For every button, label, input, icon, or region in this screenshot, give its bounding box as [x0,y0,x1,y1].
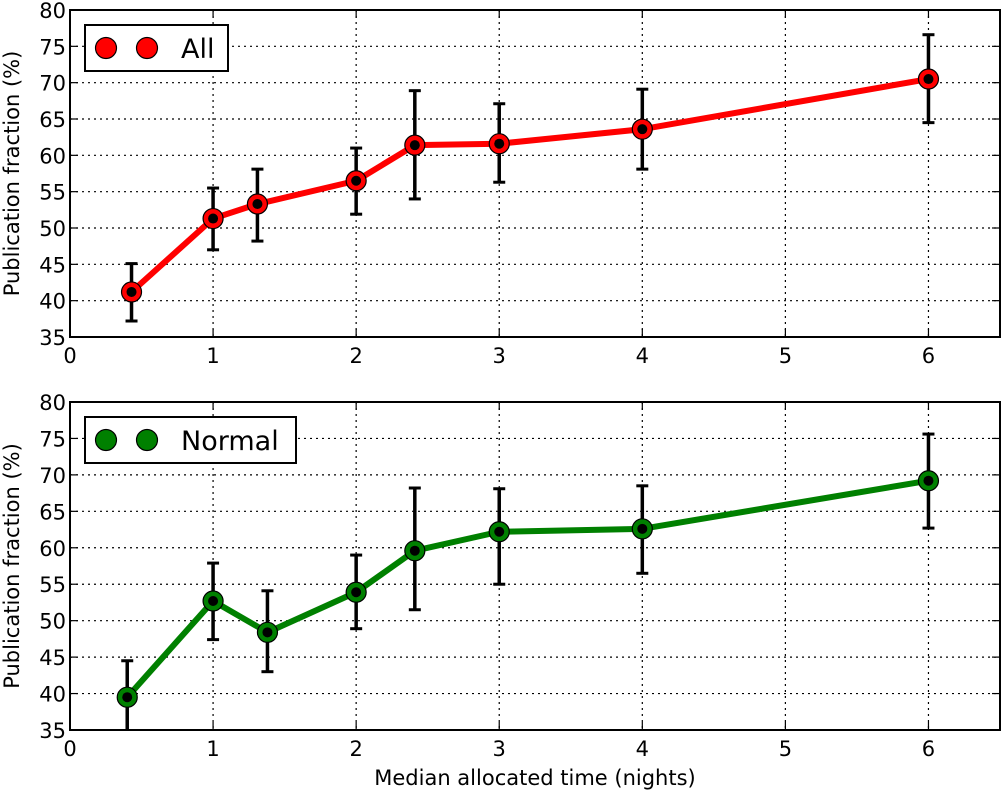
y-tick-label: 40 [39,683,66,707]
y-tick-label: 65 [39,108,66,132]
y-tick-label: 60 [39,144,66,168]
x-axis-label: Median allocated time (nights) [374,766,695,790]
data-point-center [122,692,133,703]
data-point-center [494,526,505,537]
legend: Normal [84,416,297,464]
y-tick-label: 70 [39,464,66,488]
data-point-center [351,175,362,186]
legend-marker [135,36,159,60]
legend-label: All [181,34,214,65]
y-tick-label: 80 [39,0,66,23]
data-point-center [637,523,648,534]
data-point-center [208,595,219,606]
y-tick-label: 45 [39,253,66,277]
axes-frame [69,401,1001,731]
x-tick-label: 3 [493,737,506,761]
x-tick-label: 2 [349,737,362,761]
y-tick-label: 55 [39,181,66,205]
x-tick-label: 6 [922,344,935,368]
y-tick-label: 50 [39,217,66,241]
legend-marker [94,36,118,60]
y-tick-label: 55 [39,573,66,597]
x-tick-label: 5 [779,737,792,761]
x-tick-label: 4 [636,344,649,368]
data-point-center [923,475,934,486]
y-tick-label: 50 [39,610,66,634]
data-point-center [262,627,273,638]
data-layer [116,432,940,730]
y-tick-label: 65 [39,500,66,524]
data-point-center [637,124,648,135]
legend-box [84,416,297,464]
y-axis-label: Publication fraction (%) [0,51,24,297]
x-tick-label: 0 [63,344,76,368]
data-point-center [208,213,219,224]
y-tick-label: 70 [39,72,66,96]
y-tick-label: 75 [39,35,66,59]
y-tick-label: 75 [39,427,66,451]
series-line [129,76,929,295]
data-point-center [409,545,420,556]
x-tick-label: 1 [206,344,219,368]
y-tick-label: 80 [39,391,66,415]
y-axis-label: Publication fraction (%) [0,443,24,689]
x-tick-label: 5 [779,344,792,368]
y-tick-label: 60 [39,537,66,561]
x-tick-label: 2 [349,344,362,368]
legend: All [84,24,229,72]
y-tick-label: 40 [39,290,66,314]
y-tick-label: 45 [39,646,66,670]
data-point-center [494,138,505,149]
x-tick-label: 1 [206,737,219,761]
data-point-center [409,140,420,151]
data-point-center [351,587,362,598]
x-tick-label: 0 [63,737,76,761]
panel-2: 0 1 2 3 4 5 635404550556065707580NormalPublica… [0,391,1001,790]
data-layer [120,33,940,323]
x-tick-label: 6 [922,737,935,761]
data-point-center [923,74,934,85]
y-tick-label: 35 [39,326,66,350]
x-tick-label: 3 [493,344,506,368]
legend-marker [94,428,118,452]
y-tick-label: 35 [39,719,66,743]
panel-1: 0 1 2 3 4 5 635404550556065707580AllPublicatio… [0,0,1001,368]
x-tick-label: 4 [636,737,649,761]
legend-marker [135,428,159,452]
series-line [124,477,929,700]
legend-label: Normal [181,426,279,457]
axes-frame [69,9,1001,338]
data-point-center [126,286,137,297]
data-point-center [252,199,263,210]
